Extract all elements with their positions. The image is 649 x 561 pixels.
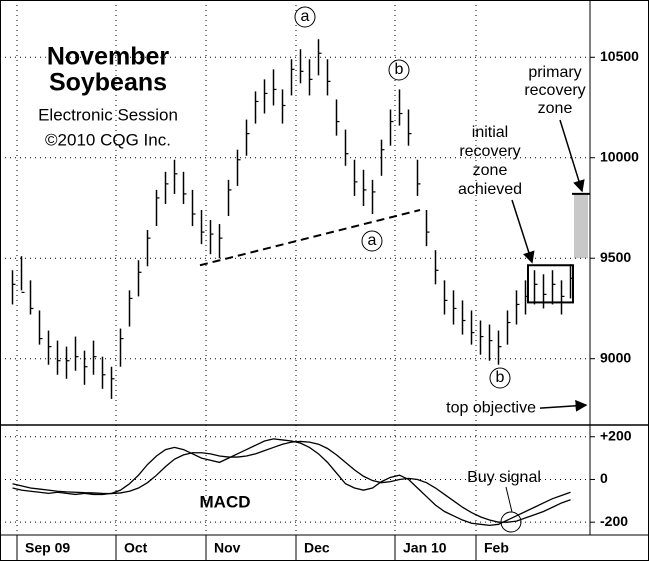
x-tick-label: Dec <box>304 540 330 556</box>
x-tick-label: Nov <box>214 540 241 556</box>
annotation: recovery <box>524 82 585 99</box>
x-tick-label: Sep 09 <box>25 540 70 556</box>
annotation: achieved <box>458 181 522 198</box>
wave-circle <box>489 367 511 389</box>
y-tick-label: 0 <box>600 470 608 486</box>
y-tick-label: +200 <box>600 427 632 443</box>
subtitle: Electronic Session <box>38 105 178 124</box>
annotation: initial <box>472 124 508 141</box>
macd-title: MACD <box>200 492 251 511</box>
annotation: zone <box>473 162 508 179</box>
y-tick-label: 10500 <box>600 48 639 64</box>
wave-label: b <box>496 369 505 386</box>
signal-circle <box>500 511 522 533</box>
annotation: zone <box>538 100 573 117</box>
trendline <box>199 209 421 267</box>
arrow <box>511 199 535 264</box>
wave-circle <box>388 59 410 81</box>
title: Soybeans <box>49 69 167 97</box>
annotation: primary <box>528 64 581 81</box>
wave-label: b <box>395 61 404 78</box>
arrow <box>539 399 588 412</box>
wave-label: a <box>301 8 310 25</box>
subtitle: ©2010 CQG Inc. <box>45 130 171 149</box>
annotation: recovery <box>459 143 520 160</box>
wave-circle <box>294 6 316 28</box>
arrow <box>559 119 585 193</box>
y-tick-label: 9500 <box>600 249 631 265</box>
y-tick-label: 10000 <box>600 148 639 164</box>
pointer <box>505 486 513 513</box>
x-tick-label: Feb <box>484 540 509 556</box>
wave-label: a <box>368 232 377 249</box>
x-tick-label: Oct <box>124 540 148 556</box>
y-tick-label: 9000 <box>600 349 631 365</box>
macd-line <box>12 440 571 523</box>
recovery-zone <box>574 193 588 259</box>
annotation: top objective <box>446 399 536 416</box>
y-tick-label: -200 <box>600 513 628 529</box>
x-tick-label: Jan 10 <box>403 540 447 556</box>
title: November <box>47 43 170 71</box>
zone-box <box>527 264 574 304</box>
wave-circle <box>361 230 383 252</box>
annotation: Buy signal <box>467 469 541 486</box>
